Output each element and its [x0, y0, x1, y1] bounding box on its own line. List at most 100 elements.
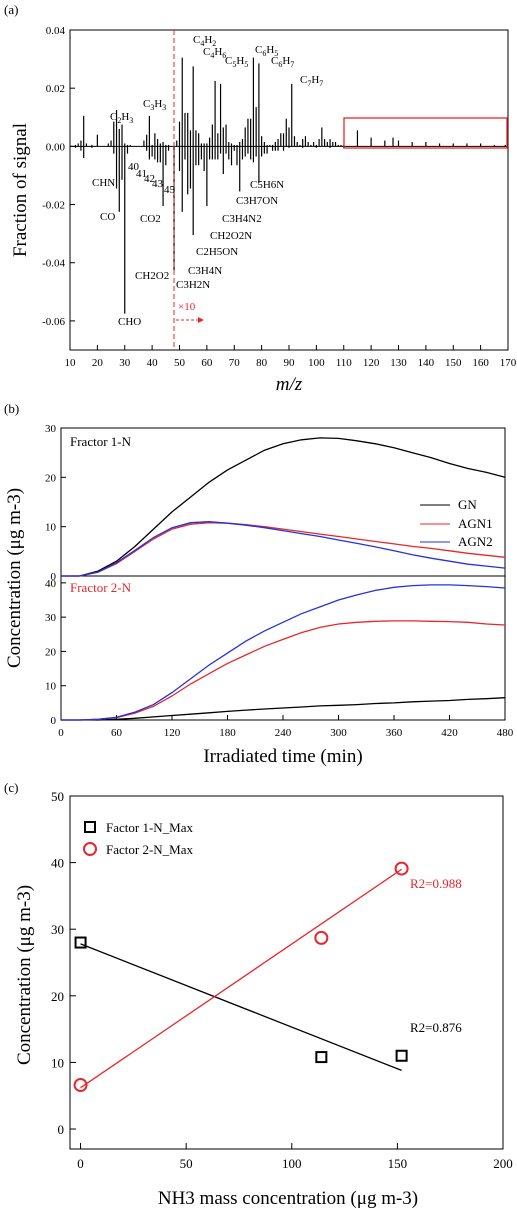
annot-chn: CHN — [92, 177, 115, 189]
panel-b-bottom-frame — [60, 575, 506, 721]
x-tick-label: 70 — [229, 357, 241, 369]
y-tick-label: 50 — [51, 789, 64, 804]
annot-co2: CO2 — [140, 213, 161, 225]
y-tick-label: 20 — [45, 472, 57, 484]
factor1-point — [315, 1051, 328, 1064]
y-tick-label: 30 — [45, 612, 57, 624]
x-tick-label: 360 — [386, 727, 403, 739]
panel-b-legend: GN AGN1 AGN2 — [420, 497, 493, 549]
annot-c6h5: C6H5 — [255, 44, 278, 58]
x-tick-label: 200 — [493, 1156, 513, 1171]
series-line-agn2 — [61, 584, 506, 721]
x-tick-label: 110 — [336, 357, 353, 369]
y-tick-label: 0.02 — [46, 83, 65, 95]
x-tick-label: 240 — [275, 727, 292, 739]
panel-c-marks — [73, 861, 409, 1093]
y-tick-label: 10 — [51, 1055, 64, 1070]
annot-ch2o2n: CH2O2N — [210, 230, 252, 242]
legend-agn1: AGN1 — [458, 516, 493, 531]
annot-ch2o2: CH2O2 — [135, 270, 169, 282]
y-tick-label: 20 — [51, 989, 64, 1004]
x-tick-label: 0 — [58, 727, 64, 739]
annot-45: 45 — [164, 184, 176, 196]
y-tick-label: 20 — [45, 646, 57, 658]
panel-a-x-ticks: 10 20 30 40 50 60 70 80 90 100 110 120 130 140 150 160 1… — [65, 345, 517, 369]
legend-square-marker — [84, 821, 96, 833]
y-tick-label: 10 — [45, 522, 57, 534]
annotations-bottom: CHN CO 40 41 42 43 45 CO2 CH2O2 CHO C3H2… — [92, 161, 284, 328]
y-tick-label: -0.02 — [42, 200, 65, 212]
y-tick-label: 0 — [58, 1122, 65, 1137]
legend-agn2: AGN2 — [458, 534, 493, 549]
annot-c6h7: C6H7 — [271, 55, 294, 69]
annot-c5h6n: C5H6N — [250, 179, 284, 191]
panel-a-ylabel: Fraction of signal — [10, 123, 31, 257]
panel-c-legend: Factor 1-N_Max Factor 2-N_Max — [83, 820, 194, 857]
x-tick-label: 180 — [219, 727, 236, 739]
x-tick-label: 90 — [284, 357, 296, 369]
annot-c4h6: C4H6 — [203, 46, 226, 60]
annot-co: CO — [100, 211, 115, 223]
x-tick-label: 150 — [388, 1156, 408, 1171]
annot-c7h7: C7H7 — [300, 74, 323, 88]
annot-c2h5on: C2H5ON — [196, 246, 238, 258]
factor2-point — [394, 861, 409, 876]
y-tick-label: -0.06 — [42, 316, 65, 328]
factor1-point — [74, 936, 87, 949]
y-tick-label: 0.00 — [46, 141, 66, 153]
x-tick-label: 150 — [445, 357, 462, 369]
panel-b-lines — [61, 437, 506, 721]
r2-black: R2=0.876 — [410, 1020, 462, 1035]
x-tick-label: 300 — [330, 727, 347, 739]
panel-b-bottom-title: Fractor 2-N — [70, 580, 132, 595]
multiplier-arrowhead — [198, 317, 204, 323]
annot-c3h7on: C3H7ON — [236, 195, 278, 207]
panel-c-ylabel: Concentration (μg m-3) — [14, 885, 35, 1065]
fit-line-2 — [80, 868, 402, 1089]
y-tick-label: 0 — [51, 715, 57, 727]
panel-b-xlabel: Irradiated time (min) — [203, 746, 362, 767]
annot-c2h3: C2H3 — [110, 111, 133, 125]
x-tick-label: 80 — [256, 357, 268, 369]
series-line-gn — [61, 697, 506, 721]
series-line-agn1 — [61, 620, 506, 721]
annot-cho: CHO — [118, 316, 141, 328]
panel-b-top-title: Fractor 1-N — [70, 434, 132, 449]
x-tick-label: 50 — [174, 357, 186, 369]
annot-c4h2: C4H2 — [193, 34, 216, 48]
y-tick-label: 0.04 — [46, 25, 66, 37]
y-tick-label: -0.04 — [42, 258, 65, 270]
x-tick-label: 130 — [390, 357, 407, 369]
x-tick-label: 120 — [164, 727, 181, 739]
highlight-box — [343, 117, 508, 149]
x-tick-label: 120 — [363, 357, 380, 369]
annot-43: 43 — [152, 178, 164, 190]
panel-b-label: (b) — [4, 401, 19, 416]
annot-42: 42 — [144, 173, 155, 185]
legend-factor2: Factor 2-N_Max — [106, 842, 194, 857]
x-tick-label: 480 — [497, 727, 514, 739]
fit-line-1 — [80, 943, 402, 1072]
series-line-gn — [61, 437, 506, 577]
x-tick-label: 60 — [201, 357, 213, 369]
annot-41: 41 — [136, 168, 147, 180]
panel-a-frame — [69, 29, 509, 351]
annot-c3h2n: C3H2N — [176, 279, 210, 291]
x-tick-label: 160 — [472, 357, 489, 369]
panel-b-top-frame — [60, 427, 506, 577]
panel-c-label: (c) — [4, 780, 18, 795]
legend-gn: GN — [458, 497, 477, 512]
panel-c-frame — [69, 795, 504, 1150]
y-tick-label: 40 — [51, 856, 64, 871]
x-tick-label: 420 — [441, 727, 458, 739]
annot-40: 40 — [128, 161, 140, 173]
x-tick-label: 0 — [77, 1156, 84, 1171]
series-line-agn1 — [61, 522, 506, 577]
multiplier-label: ×10 — [178, 301, 196, 313]
y-tick-label: 0 — [51, 571, 57, 583]
x-tick-label: 100 — [308, 357, 325, 369]
x-tick-label: 20 — [92, 357, 104, 369]
panel-b-ylabel: Concentration (μg m-3) — [4, 488, 25, 668]
annot-c5h5: C5H5 — [225, 55, 248, 69]
